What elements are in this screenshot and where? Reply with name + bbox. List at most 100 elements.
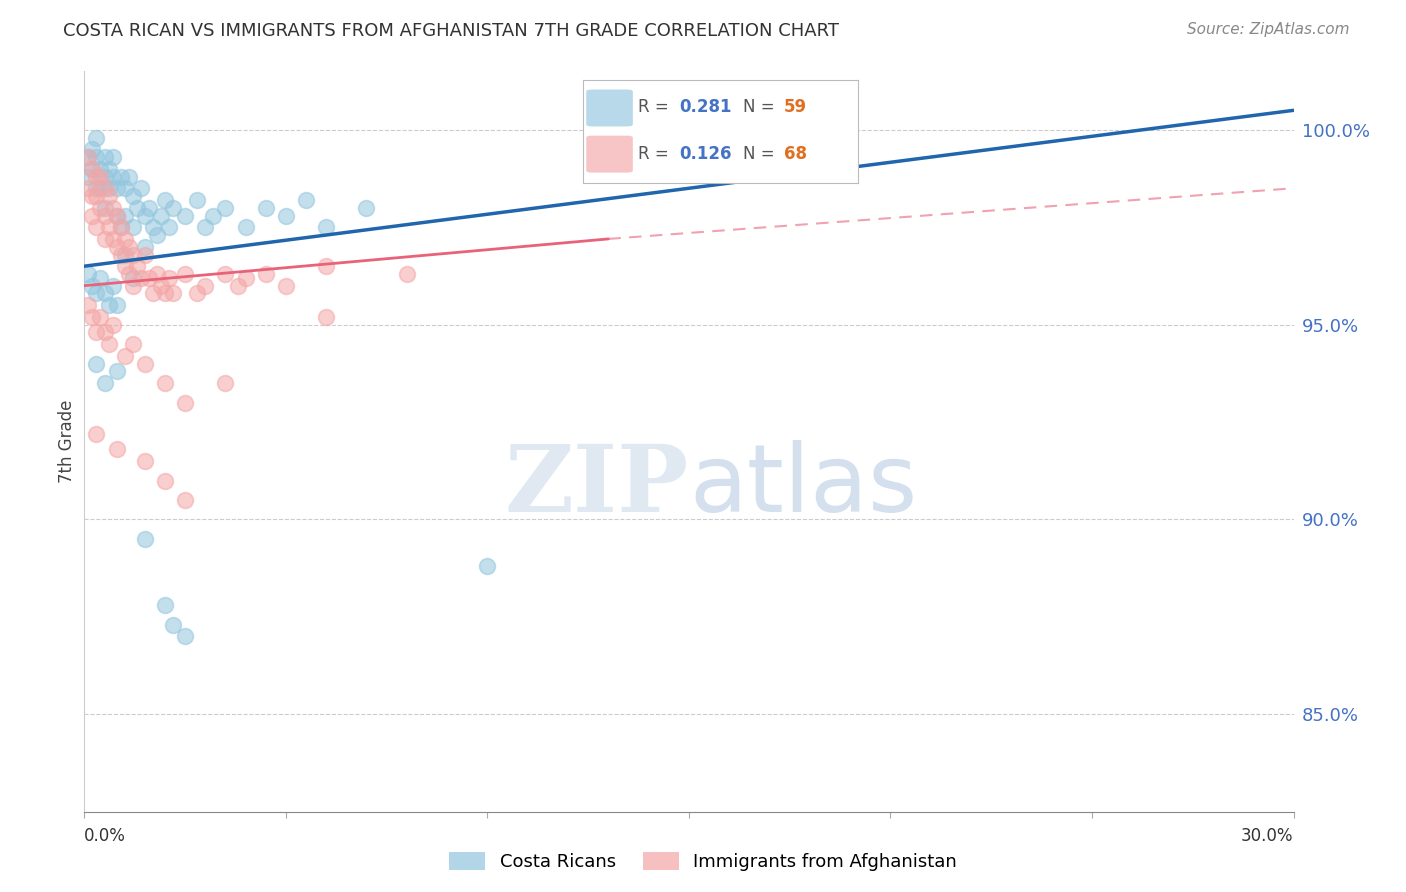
Point bbox=[157, 220, 180, 235]
Point bbox=[134, 209, 156, 223]
Point bbox=[86, 326, 108, 340]
Point bbox=[129, 181, 152, 195]
Point bbox=[77, 150, 100, 164]
Point bbox=[194, 220, 217, 235]
Point bbox=[226, 278, 249, 293]
Point bbox=[89, 181, 111, 195]
Point bbox=[93, 169, 115, 184]
Text: 0.126: 0.126 bbox=[679, 145, 733, 162]
Point bbox=[114, 259, 136, 273]
Point bbox=[121, 247, 143, 261]
Point bbox=[274, 278, 297, 293]
Point bbox=[89, 169, 111, 184]
Point bbox=[254, 267, 277, 281]
Point bbox=[101, 150, 124, 164]
Text: 59: 59 bbox=[783, 98, 807, 117]
Point bbox=[118, 169, 141, 184]
Point bbox=[86, 357, 108, 371]
Point bbox=[295, 193, 318, 207]
Point bbox=[110, 220, 132, 235]
Point bbox=[101, 318, 124, 332]
Point bbox=[162, 201, 184, 215]
Point bbox=[214, 376, 236, 390]
Point bbox=[254, 201, 277, 215]
Point bbox=[138, 201, 160, 215]
Point bbox=[82, 161, 104, 176]
Point bbox=[149, 209, 172, 223]
Point bbox=[89, 310, 111, 324]
Point bbox=[93, 232, 115, 246]
Point bbox=[93, 150, 115, 164]
Text: 0.281: 0.281 bbox=[679, 98, 733, 117]
Point bbox=[174, 267, 197, 281]
Point bbox=[105, 442, 128, 457]
Point bbox=[105, 209, 128, 223]
Text: R =: R = bbox=[638, 98, 675, 117]
Point bbox=[93, 326, 115, 340]
Text: Source: ZipAtlas.com: Source: ZipAtlas.com bbox=[1187, 22, 1350, 37]
Point bbox=[77, 298, 100, 312]
Point bbox=[162, 286, 184, 301]
Point bbox=[86, 169, 108, 184]
Point bbox=[477, 559, 499, 574]
Point bbox=[105, 240, 128, 254]
Point bbox=[194, 278, 217, 293]
Point bbox=[162, 617, 184, 632]
FancyBboxPatch shape bbox=[586, 136, 633, 173]
Point bbox=[86, 150, 108, 164]
Point bbox=[134, 247, 156, 261]
Point bbox=[110, 169, 132, 184]
Point bbox=[86, 181, 108, 195]
Point bbox=[214, 201, 236, 215]
Point bbox=[93, 181, 115, 195]
Point bbox=[125, 259, 148, 273]
Point bbox=[153, 193, 176, 207]
Point bbox=[105, 364, 128, 378]
Point bbox=[125, 201, 148, 215]
Point bbox=[118, 240, 141, 254]
Point bbox=[146, 227, 169, 242]
Text: N =: N = bbox=[742, 98, 779, 117]
Point bbox=[97, 337, 120, 351]
Point bbox=[186, 286, 208, 301]
Text: COSTA RICAN VS IMMIGRANTS FROM AFGHANISTAN 7TH GRADE CORRELATION CHART: COSTA RICAN VS IMMIGRANTS FROM AFGHANIST… bbox=[63, 22, 839, 40]
Point bbox=[93, 209, 115, 223]
Point bbox=[118, 267, 141, 281]
Point bbox=[86, 286, 108, 301]
Text: 68: 68 bbox=[783, 145, 807, 162]
Point bbox=[97, 161, 120, 176]
Point bbox=[97, 220, 120, 235]
Point bbox=[101, 232, 124, 246]
Point bbox=[153, 286, 176, 301]
Text: 30.0%: 30.0% bbox=[1241, 827, 1294, 846]
Point bbox=[142, 220, 165, 235]
Point bbox=[235, 271, 257, 285]
Text: 0.0%: 0.0% bbox=[84, 827, 127, 846]
Point bbox=[101, 169, 124, 184]
Point bbox=[134, 240, 156, 254]
Point bbox=[82, 310, 104, 324]
Point bbox=[82, 142, 104, 156]
Point bbox=[157, 271, 180, 285]
Point bbox=[105, 209, 128, 223]
Point bbox=[86, 426, 108, 441]
Point bbox=[146, 267, 169, 281]
Point bbox=[105, 181, 128, 195]
Point bbox=[77, 181, 100, 195]
Point bbox=[153, 376, 176, 390]
Point bbox=[134, 357, 156, 371]
Point bbox=[138, 271, 160, 285]
Point bbox=[121, 278, 143, 293]
Point bbox=[89, 271, 111, 285]
Point bbox=[77, 169, 100, 184]
Point bbox=[174, 629, 197, 643]
Point bbox=[134, 454, 156, 468]
FancyBboxPatch shape bbox=[586, 89, 633, 127]
Point bbox=[235, 220, 257, 235]
Point bbox=[121, 271, 143, 285]
Point bbox=[186, 193, 208, 207]
Point bbox=[86, 189, 108, 203]
Point bbox=[315, 220, 337, 235]
Point bbox=[114, 232, 136, 246]
Point bbox=[114, 209, 136, 223]
